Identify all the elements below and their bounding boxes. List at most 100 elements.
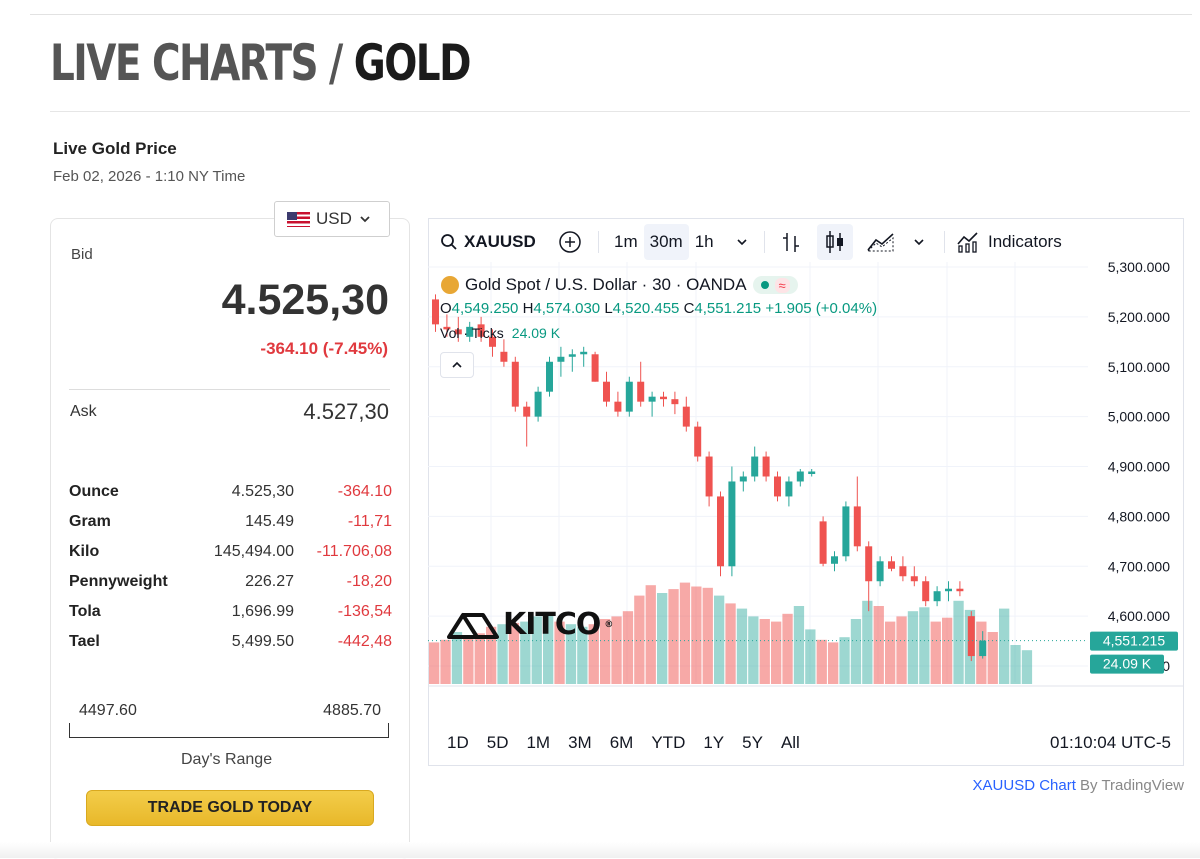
volume-bar bbox=[919, 607, 930, 684]
candle-body bbox=[751, 456, 759, 477]
chart-clock[interactable]: 01:10:04 UTC-5 bbox=[1050, 733, 1171, 752]
title-metal: GOLD bbox=[353, 34, 472, 92]
price-chart[interactable]: 5,300.000 5,200.000 5,100.000 5,000.000 4,90… bbox=[428, 262, 1184, 692]
close-label: C bbox=[683, 300, 695, 317]
range-all[interactable]: All bbox=[780, 733, 800, 752]
high-value: 4,574.030 bbox=[533, 300, 601, 317]
last-price-badge bbox=[1090, 631, 1178, 651]
range-1y[interactable]: 1Y bbox=[703, 733, 725, 752]
volume-bar bbox=[828, 642, 839, 684]
compare-symbol-button[interactable] bbox=[558, 223, 582, 261]
candle-style-button[interactable] bbox=[817, 223, 853, 261]
volume-bar bbox=[793, 606, 805, 684]
trade-gold-button[interactable]: TRADE GOLD TODAY bbox=[86, 790, 374, 826]
volume-bar bbox=[702, 587, 713, 684]
candle-body bbox=[945, 588, 952, 592]
unit-price-table: Ounce 4.525,30 -364.10 Gram 145.49 -11,71 Ki… bbox=[69, 477, 392, 657]
unit-price: 226.27 bbox=[245, 573, 294, 590]
bar-style-button[interactable] bbox=[780, 223, 802, 261]
candle-body bbox=[466, 326, 474, 337]
volume-value: 24.09 K bbox=[511, 325, 561, 341]
range-5d[interactable]: 5D bbox=[486, 733, 509, 752]
low-value: 4,520.455 bbox=[612, 300, 680, 317]
unit-name: Pennyweight bbox=[69, 573, 168, 590]
unit-price: 1,696.99 bbox=[231, 603, 294, 620]
candle-body bbox=[876, 561, 884, 582]
interval-dropdown[interactable] bbox=[735, 223, 749, 261]
candle-body bbox=[637, 381, 645, 402]
range-buttons: 1D 5D 1M 3M 6M YTD 1Y 5Y All bbox=[447, 733, 800, 753]
volume-bar bbox=[451, 632, 463, 684]
candle-body bbox=[580, 351, 588, 355]
toolbar-divider bbox=[598, 223, 599, 261]
candle-body bbox=[865, 546, 873, 582]
range-1m[interactable]: 1M bbox=[526, 733, 551, 752]
chevron-down-icon bbox=[737, 239, 747, 246]
range-5y[interactable]: 5Y bbox=[742, 733, 763, 752]
volume-bar bbox=[850, 619, 862, 684]
interval-30m[interactable]: 30m bbox=[643, 224, 689, 260]
candle-body bbox=[774, 476, 781, 497]
candle-body bbox=[454, 329, 462, 335]
collapse-legend-button[interactable] bbox=[440, 352, 474, 378]
volume-bar bbox=[1021, 650, 1033, 684]
symbol-search[interactable]: XAUUSD bbox=[440, 223, 536, 261]
chart-type-dropdown[interactable] bbox=[912, 223, 926, 261]
candle-body bbox=[591, 354, 599, 382]
volume-bar bbox=[907, 611, 919, 684]
market-status-pill[interactable]: ≈ bbox=[752, 276, 798, 294]
price-tick-label: 5,000.000 bbox=[1108, 409, 1170, 425]
price-tick-label: 4,700.000 bbox=[1108, 558, 1170, 574]
volume-bar bbox=[474, 633, 485, 684]
unit-name: Tola bbox=[69, 603, 101, 620]
unit-change: -136,54 bbox=[337, 603, 392, 620]
credit-by: By TradingView bbox=[1075, 777, 1184, 794]
interval-1h[interactable]: 1h bbox=[694, 232, 714, 251]
indicators-button[interactable]: Indicators bbox=[956, 223, 1062, 261]
candles-icon bbox=[826, 231, 843, 253]
wave-icon: ≈ bbox=[774, 277, 790, 293]
volume-bar bbox=[554, 621, 565, 684]
unit-price: 145.49 bbox=[245, 513, 294, 530]
table-row: Ounce 4.525,30 -364.10 bbox=[69, 477, 392, 507]
tradingview-credit: XAUUSD Chart By TradingView bbox=[973, 777, 1184, 794]
volume-bar bbox=[691, 586, 702, 684]
chart-widget bbox=[428, 218, 1184, 766]
candle-body bbox=[682, 406, 690, 427]
toolbar-divider bbox=[944, 223, 945, 261]
top-divider bbox=[30, 14, 1192, 15]
table-row: Tael 5,499.50 -442,48 bbox=[69, 627, 392, 657]
range-6m[interactable]: 6M bbox=[609, 733, 634, 752]
chart-link[interactable]: XAUUSD Chart bbox=[972, 777, 1076, 794]
area-style-button[interactable] bbox=[866, 223, 896, 261]
volume-bar bbox=[577, 626, 588, 684]
close-value: 4,551.215 bbox=[694, 300, 762, 317]
title-divider bbox=[50, 111, 1190, 112]
ask-label: Ask bbox=[70, 403, 97, 420]
ohlc-legend: O4,549.250 H4,574.030 L4,520.455 C4,551.… bbox=[440, 300, 877, 317]
volume-bar bbox=[634, 595, 645, 684]
range-3m[interactable]: 3M bbox=[568, 733, 592, 752]
range-ytd[interactable]: YTD bbox=[651, 733, 686, 752]
unit-price: 4.525,30 bbox=[231, 483, 294, 500]
volume-bar bbox=[759, 619, 770, 684]
candle-body bbox=[739, 476, 747, 482]
currency-select[interactable]: USD bbox=[274, 201, 390, 237]
kitco-watermark: KITCO ® bbox=[447, 607, 613, 642]
interval-1m[interactable]: 1m bbox=[614, 232, 638, 251]
volume-bar bbox=[622, 611, 634, 684]
open-value: 4,549.250 bbox=[451, 300, 519, 317]
price-tick-label: 4,600.000 bbox=[1108, 608, 1170, 624]
indicators-label: Indicators bbox=[988, 232, 1062, 251]
volume-bar bbox=[508, 622, 520, 684]
chevron-up-icon bbox=[452, 361, 462, 368]
market-open-dot bbox=[760, 281, 769, 289]
volume-bar bbox=[885, 621, 896, 684]
range-1d[interactable]: 1D bbox=[447, 733, 469, 752]
last-price-value: 4,551.215 bbox=[1103, 633, 1165, 649]
candle-body bbox=[705, 456, 713, 497]
candle-body bbox=[671, 399, 679, 405]
candle-body bbox=[523, 406, 531, 417]
volume-bar bbox=[611, 616, 622, 684]
volume-bar bbox=[543, 612, 554, 684]
